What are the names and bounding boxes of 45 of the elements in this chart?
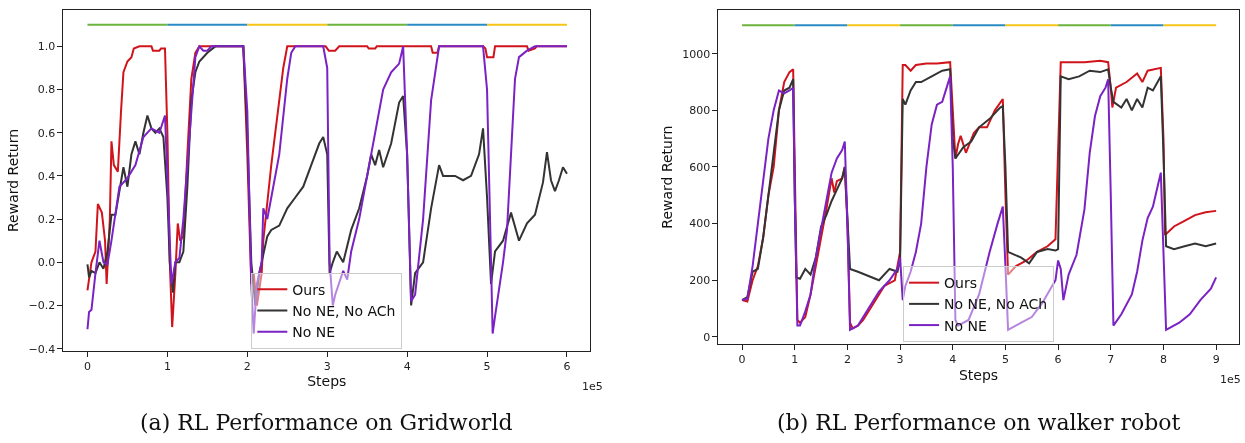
legend-label: No NE	[292, 324, 336, 341]
y-tick-label: 0	[703, 330, 711, 344]
y-tick-label: −0.2	[28, 299, 56, 313]
y-tick-label: 0.2	[37, 212, 56, 226]
y-tick-label: 0.4	[37, 169, 56, 183]
y-axis-title: Reward Return	[658, 125, 675, 229]
x-tick-label: 4	[949, 353, 957, 367]
y-tick-label: 0.0	[37, 256, 56, 270]
legend-label: Ours	[944, 275, 978, 292]
x-tick-label: 5	[483, 360, 491, 374]
x-tick-label: 3	[896, 353, 904, 367]
x-tick-label: 2	[843, 353, 851, 367]
y-tick-label: 0.8	[37, 83, 56, 97]
legend-label: No NE	[944, 317, 987, 334]
x-axis-title: Steps	[307, 373, 347, 390]
y-tick-label: 1.0	[37, 40, 56, 54]
x-tick-label: 1	[163, 360, 171, 374]
text: 1e5	[582, 380, 603, 393]
x-tick-label: 5	[1001, 353, 1009, 367]
x-tick-label: 4	[403, 360, 411, 374]
text: (a) RL Performance on Gridworld	[140, 410, 513, 435]
y-tick-label: −0.4	[28, 342, 56, 356]
x-tick-label: 6	[1054, 353, 1062, 367]
x-axis-title: Steps	[958, 366, 999, 383]
y-tick-label: 0.6	[37, 126, 56, 140]
y-axis-title: Reward Return	[5, 128, 22, 232]
x-tick-label: 7	[1107, 353, 1115, 367]
legend-label: No NE, No ACh	[944, 296, 1048, 313]
y-tick-label: 400	[689, 217, 711, 231]
y-tick-label: 1000	[682, 47, 711, 61]
x-tick-label: 1	[791, 353, 799, 367]
text: 1e5	[1220, 373, 1241, 386]
x-tick-label: 8	[1159, 353, 1167, 367]
y-tick-label: 800	[689, 104, 711, 118]
y-tick-label: 600	[689, 160, 711, 174]
x-tick-label: 9	[1212, 353, 1220, 367]
x-tick-label: 2	[243, 360, 251, 374]
y-tick-label: 200	[689, 274, 711, 288]
x-tick-label: 0	[738, 353, 746, 367]
x-tick-label: 0	[83, 360, 91, 374]
legend-label: No NE, No ACh	[292, 302, 396, 319]
text: (b) RL Performance on walker robot	[777, 410, 1181, 435]
x-tick-label: 3	[323, 360, 331, 374]
x-tick-label: 6	[563, 360, 571, 374]
legend-label: Ours	[292, 281, 326, 298]
